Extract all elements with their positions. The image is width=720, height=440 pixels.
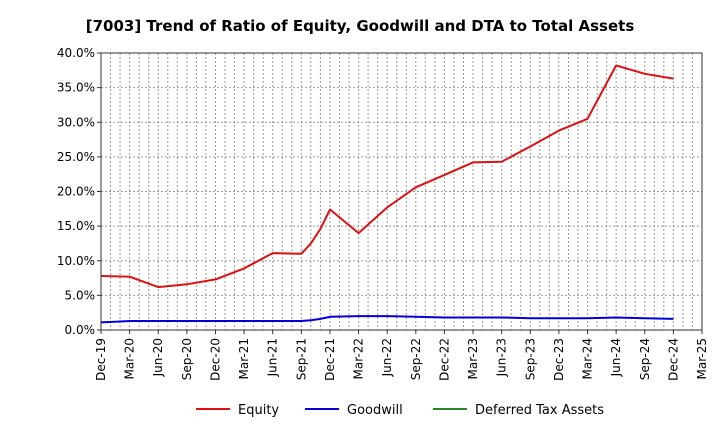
x-tick-label: Sep-20 bbox=[180, 338, 194, 380]
x-tick-label: Mar-24 bbox=[581, 338, 595, 379]
y-tick-label: 40.0% bbox=[57, 46, 95, 60]
x-tick-label: Jun-24 bbox=[609, 338, 623, 377]
x-tick-label: Jun-21 bbox=[266, 338, 280, 377]
x-tick-label: Mar-23 bbox=[466, 338, 480, 379]
y-tick-label: 0.0% bbox=[65, 323, 96, 337]
plot-area bbox=[100, 52, 703, 331]
x-tick-label: Dec-23 bbox=[552, 338, 566, 381]
series-line-equity bbox=[100, 64, 674, 289]
x-tick-label: Sep-21 bbox=[294, 338, 308, 380]
legend: Equity Goodwill Deferred Tax Assets bbox=[196, 403, 604, 418]
x-tick-label: Mar-21 bbox=[237, 338, 251, 379]
x-tick-label: Mar-20 bbox=[123, 338, 137, 379]
x-tick-label: Sep-22 bbox=[409, 338, 423, 380]
series-lines bbox=[100, 64, 674, 324]
x-tick-label: Dec-21 bbox=[323, 338, 337, 381]
grid bbox=[100, 52, 703, 331]
x-tick-label: Sep-23 bbox=[523, 338, 537, 380]
y-tick-label: 20.0% bbox=[57, 185, 95, 199]
legend-label: Goodwill bbox=[347, 403, 403, 418]
legend-label: Deferred Tax Assets bbox=[475, 403, 604, 418]
y-tick-label: 25.0% bbox=[57, 150, 95, 164]
y-axis-ticks: 0.0% 5.0% 10.0% 15.0% 20.0% 25.0% 30.0% 35.0% 40… bbox=[57, 46, 101, 337]
y-tick-label: 5.0% bbox=[65, 288, 96, 302]
x-tick-label: Jun-20 bbox=[151, 338, 165, 377]
y-tick-label: 30.0% bbox=[57, 115, 95, 129]
x-tick-label: Dec-24 bbox=[666, 338, 680, 381]
x-tick-label: Jun-22 bbox=[380, 338, 394, 377]
x-tick-label: Sep-24 bbox=[638, 338, 652, 380]
x-tick-label: Dec-22 bbox=[437, 338, 451, 381]
series-line-goodwill bbox=[100, 315, 674, 324]
legend-label: Equity bbox=[238, 403, 279, 418]
x-tick-label: Jun-23 bbox=[495, 338, 509, 377]
x-tick-label: Dec-20 bbox=[208, 338, 222, 381]
y-tick-label: 15.0% bbox=[57, 219, 95, 233]
x-tick-label: Mar-22 bbox=[352, 338, 366, 379]
x-tick-label: Dec-19 bbox=[94, 338, 108, 381]
y-tick-label: 10.0% bbox=[57, 254, 95, 268]
x-axis-ticks: Dec-19 Mar-20 Jun-20 Sep-20 Dec-20 Mar-21 Jun-… bbox=[94, 330, 709, 381]
y-tick-label: 35.0% bbox=[57, 81, 95, 95]
chart-title: [7003] Trend of Ratio of Equity, Goodwil… bbox=[86, 17, 635, 35]
x-tick-label: Mar-25 bbox=[695, 338, 709, 379]
